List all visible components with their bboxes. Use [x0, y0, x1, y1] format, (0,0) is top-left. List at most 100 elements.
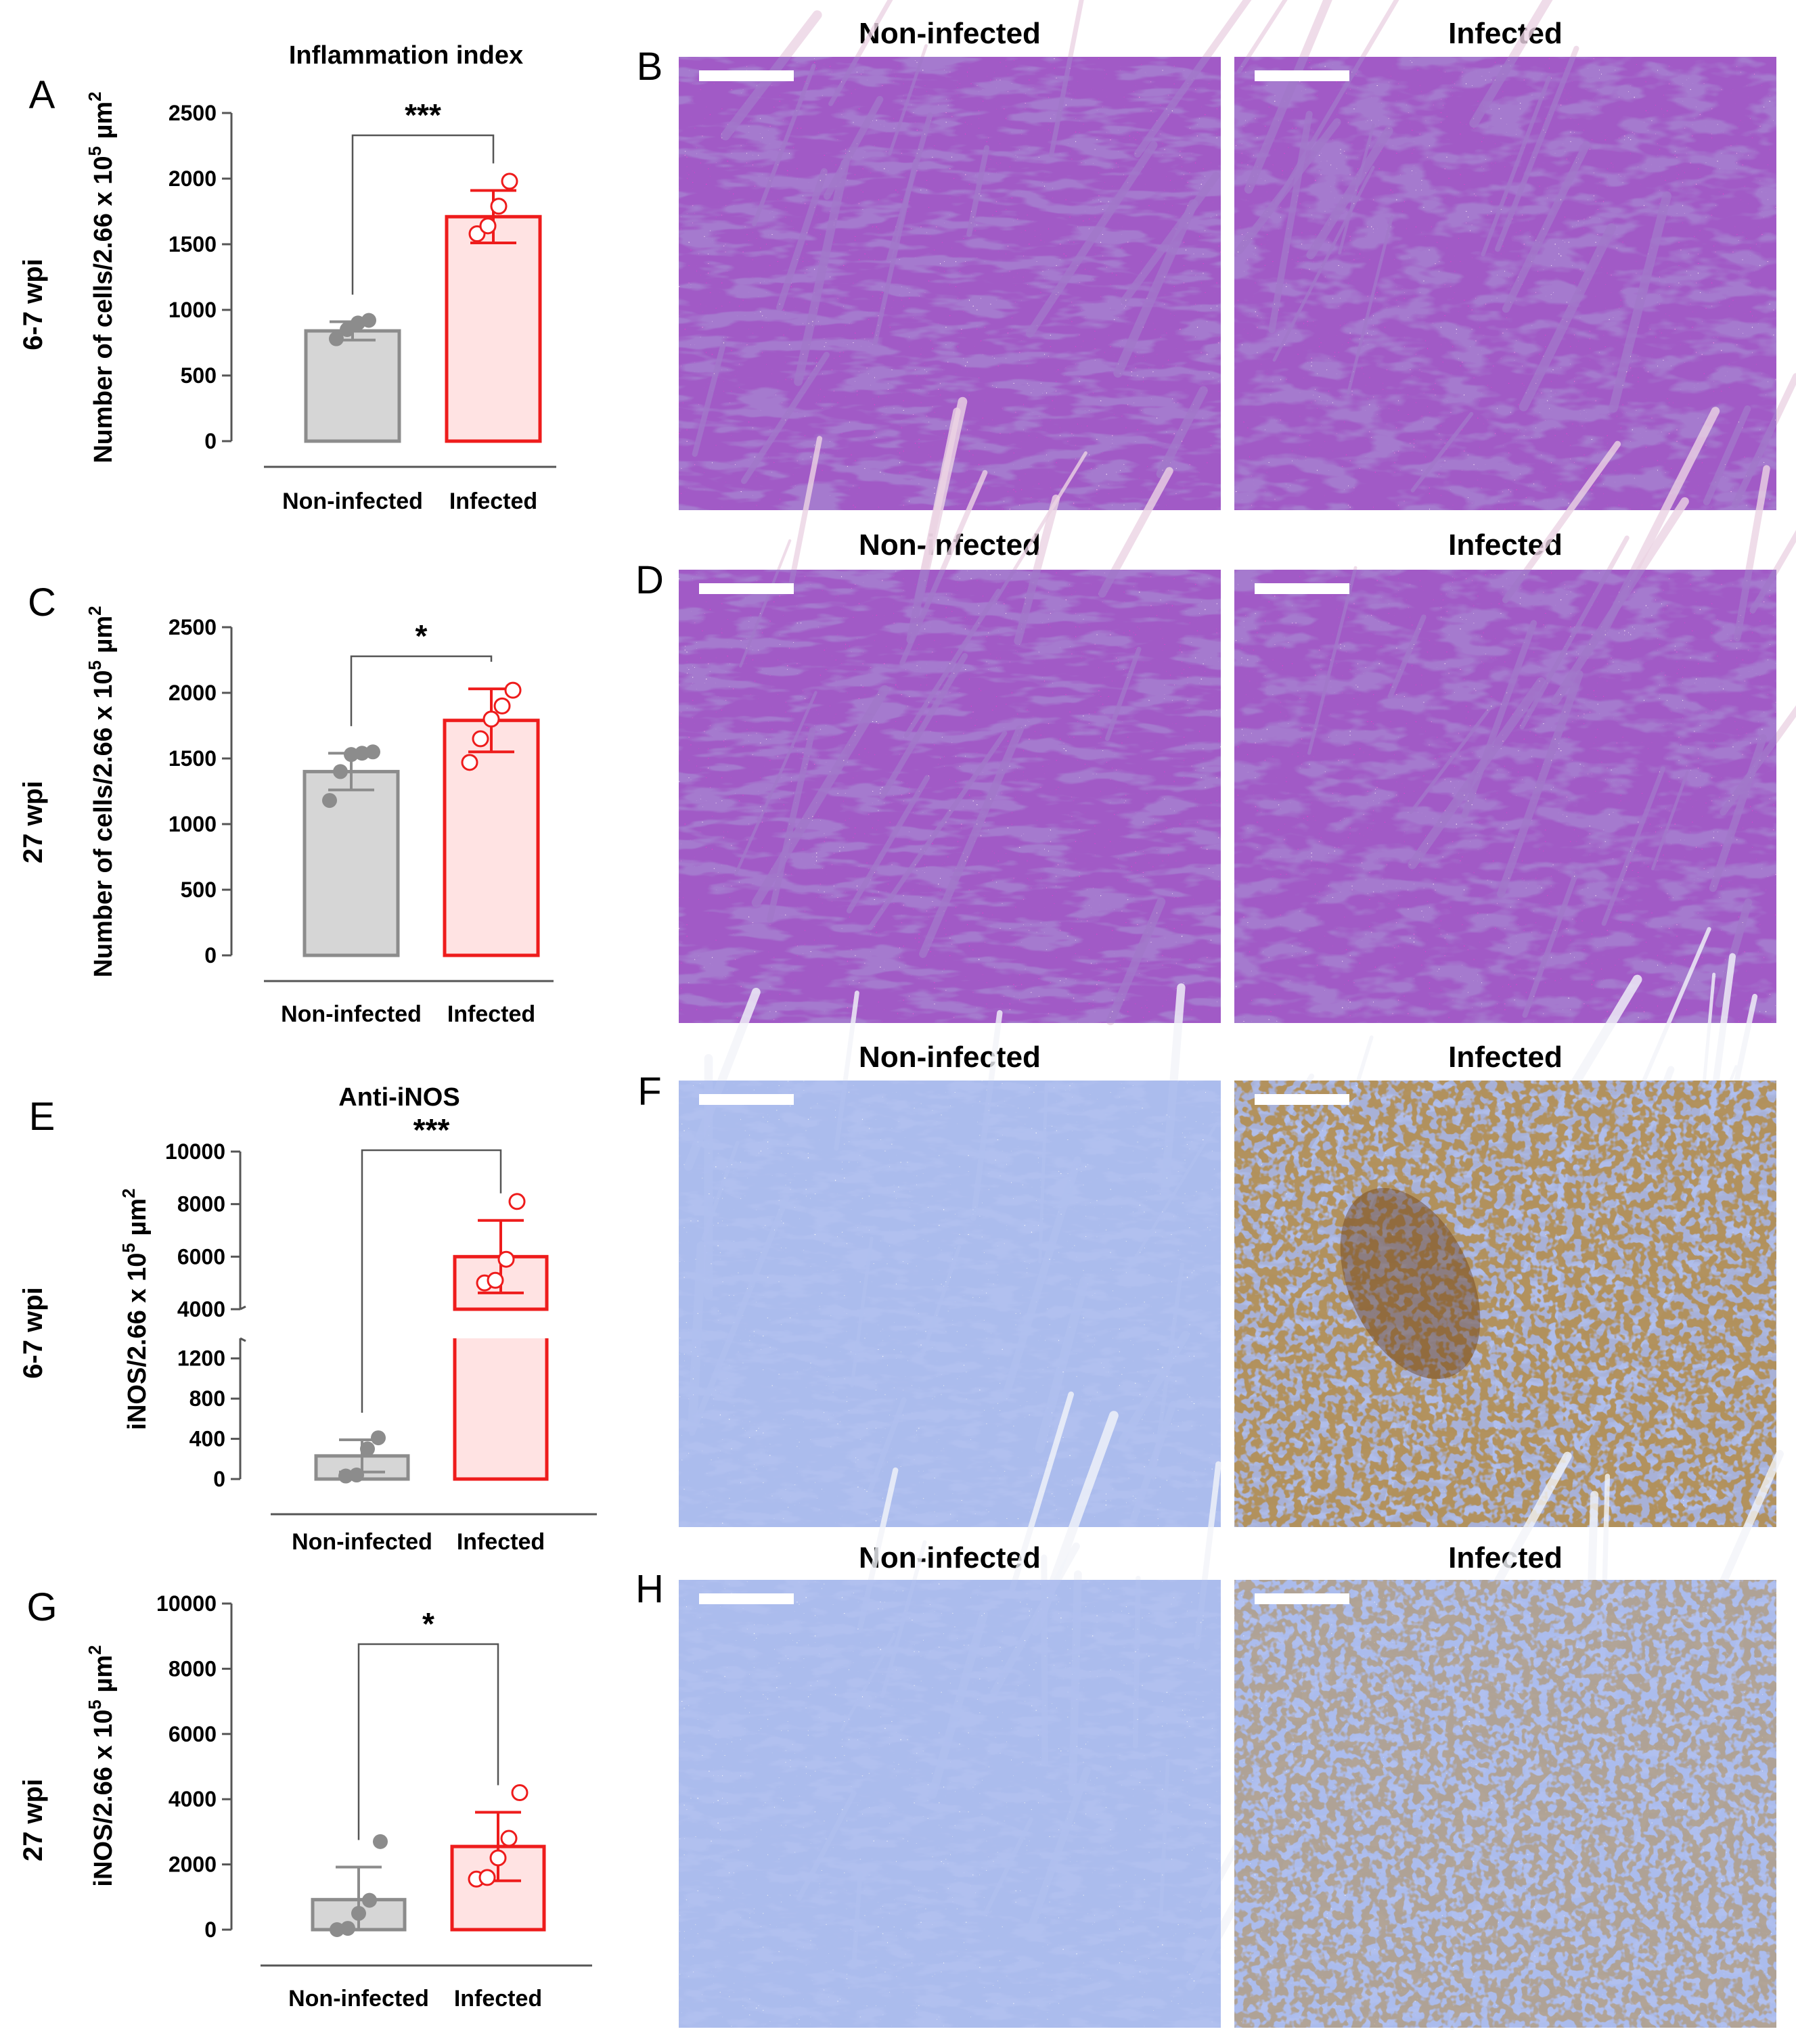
panel-letter: H	[635, 1567, 664, 1611]
y-tick-label: 2500	[169, 615, 217, 639]
data-point	[472, 730, 489, 748]
category-label: Non-infected	[282, 489, 423, 514]
scale-bar	[699, 1593, 794, 1604]
chart-title: Anti-iNOS	[338, 1083, 459, 1112]
data-point	[333, 764, 348, 779]
significance-bracket	[351, 134, 495, 295]
category-label: Infected	[447, 1001, 535, 1027]
y-axis-label-exp: 5	[85, 1700, 105, 1709]
data-point	[340, 1921, 355, 1936]
row-time-label: 27 wpi	[18, 1779, 48, 1861]
row-time-label: 6-7 wpi	[18, 1287, 48, 1379]
significance-stars: ***	[413, 1112, 450, 1148]
micrograph-label: Non-infected	[859, 1541, 1041, 1574]
y-axis-label-unit-exp: 2	[118, 1188, 139, 1198]
category-label: Non-infected	[288, 1986, 429, 2012]
micrograph-label: Infected	[1448, 17, 1563, 50]
scale-bar	[699, 583, 794, 594]
chart-panel-g: 0 2000 4000 6000 8000 10000 Non-infected Infect…	[18, 1585, 592, 2012]
y-axis-label-unit: µm	[89, 616, 118, 660]
y-axis-label-exp: 5	[85, 146, 105, 156]
panel-letter: E	[29, 1095, 55, 1139]
y-tick-label: 10000	[156, 1591, 217, 1616]
data-point	[338, 1468, 353, 1484]
micrograph-infected	[1234, 407, 1796, 1023]
fiber-gap	[1634, 927, 1711, 1100]
data-point	[504, 681, 522, 699]
category-label: Infected	[454, 1986, 542, 2012]
y-tick-label: 0	[213, 1467, 225, 1491]
y-tick-label: 2000	[169, 166, 217, 191]
fiber-gap	[1236, 0, 1288, 74]
micrograph-non-infected	[679, 0, 1252, 510]
significance-stars: *	[422, 1606, 434, 1641]
micrograph-panel-b: B Non-infected Infected	[637, 0, 1796, 510]
panel-letter: D	[635, 558, 664, 602]
micrograph-non-infected	[679, 396, 1221, 1026]
nuclei	[679, 1580, 1221, 2028]
y-tick-label: 1000	[169, 298, 217, 322]
category-label: Non-infected	[281, 1001, 422, 1027]
scale-bar	[699, 1094, 794, 1105]
y-axis-label-text: Number of cells/2.66 x 10	[89, 156, 118, 463]
y-tick-label: 0	[204, 1917, 217, 1942]
data-point	[482, 710, 500, 728]
chart-title: Inflammation index	[289, 41, 523, 70]
chart-panel-c: 0 500 1000 1500 2000 2500 Non-infected Infected…	[18, 581, 554, 1027]
y-tick-label: 0	[204, 429, 217, 453]
y-tick-label: 10000	[165, 1139, 225, 1164]
micrograph-panel-f: F Non-infected Infected	[637, 927, 1776, 1527]
y-axis-label-exp: 5	[118, 1243, 139, 1252]
data-point	[349, 1468, 364, 1483]
data-point	[490, 198, 508, 215]
fiber-gap	[914, 396, 968, 602]
y-tick-label: 1500	[169, 746, 217, 771]
panel-letter: A	[29, 73, 55, 117]
panel-letter: G	[26, 1585, 57, 1629]
category-label: Infected	[449, 489, 537, 514]
y-axis-label-unit-exp: 2	[85, 606, 105, 615]
data-point	[493, 697, 511, 714]
y-tick-label: 0	[204, 943, 217, 968]
data-point	[365, 744, 380, 760]
scale-bar	[1255, 70, 1349, 81]
data-point	[330, 1922, 344, 1937]
inos-positive-stain	[1234, 1580, 1776, 2028]
scale-bar	[1255, 1094, 1349, 1105]
y-axis-label-text: iNOS/2.66 x 10	[89, 1710, 118, 1887]
data-point	[487, 1271, 504, 1289]
data-point	[501, 173, 518, 190]
nuclei	[679, 1081, 1221, 1527]
y-tick-label: 1500	[169, 232, 217, 256]
significance-bracket	[361, 1149, 502, 1413]
data-point	[373, 1834, 388, 1849]
y-tick-label: 8000	[177, 1192, 225, 1217]
y-tick-label: 6000	[177, 1244, 225, 1269]
significance-bracket	[350, 655, 493, 727]
y-axis-label: Number of cells/2.66 x 105 µm2	[85, 91, 118, 463]
row-time-label: 6-7 wpi	[18, 258, 48, 350]
scale-bar	[1255, 583, 1349, 594]
bar-infected-lower	[453, 1338, 549, 1481]
data-point	[344, 747, 359, 763]
significance-stars: ***	[405, 97, 441, 133]
y-tick-label: 4000	[169, 1787, 217, 1811]
y-tick-label: 400	[189, 1427, 225, 1451]
y-tick-label: 2000	[169, 681, 217, 705]
y-axis-label-unit-exp: 2	[85, 91, 105, 101]
data-point	[340, 322, 355, 338]
y-axis-label: iNOS/2.66 x 105 µm2	[118, 1188, 152, 1430]
micrograph-label: Infected	[1448, 1041, 1563, 1074]
micrograph-infected	[1234, 1450, 1784, 2030]
y-axis-label-exp: 5	[85, 660, 105, 670]
data-point	[361, 313, 376, 328]
data-point	[479, 217, 497, 235]
y-tick-label: 800	[189, 1386, 225, 1411]
data-point	[461, 754, 478, 771]
micrograph-non-infected	[679, 1391, 1263, 2028]
data-point	[371, 1430, 386, 1446]
